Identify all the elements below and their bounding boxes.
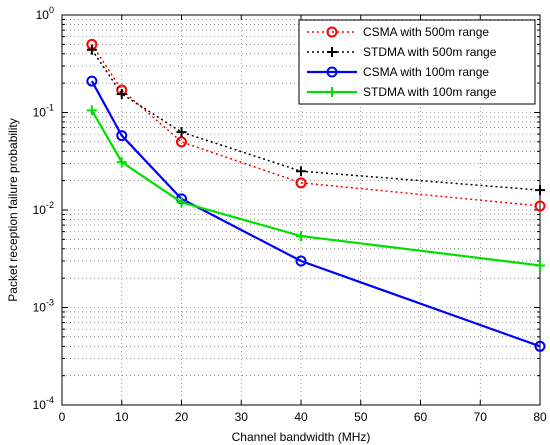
x-tick-label: 70 (474, 410, 488, 424)
y-tick-label-base: 10 (33, 398, 47, 412)
legend-box (298, 19, 536, 105)
y-tick-label-base: 10 (33, 301, 47, 315)
data-point (176, 127, 187, 138)
y-tick-label: 10-4 (33, 395, 54, 412)
data-point (116, 88, 127, 99)
y-tick-label: 10-3 (33, 298, 54, 315)
series-4 (86, 105, 545, 271)
y-tick-label-base: 10 (36, 8, 50, 22)
y-tick-label: 10-1 (33, 103, 54, 120)
legend: CSMA with 500m range STDMA with 500m rang… (298, 19, 536, 105)
legend-label: STDMA with 500m range (363, 45, 497, 59)
x-tick-label: 0 (59, 410, 66, 424)
legend-label: CSMA with 100m range (363, 65, 489, 79)
data-point (296, 166, 306, 177)
data-point (295, 255, 307, 267)
y-tick-label-exponent: -4 (46, 395, 54, 405)
y-tick-label-base: 10 (33, 106, 47, 120)
data-point (295, 177, 307, 189)
y-tick-label-exponent: -1 (46, 103, 54, 113)
y-tick-label-base: 10 (33, 203, 47, 217)
y-tick-label: 100 (36, 5, 54, 22)
data-point (534, 340, 546, 352)
legend-marker (327, 87, 337, 97)
x-tick-label: 50 (354, 410, 368, 424)
x-tick-label: 20 (175, 410, 189, 424)
data-point (86, 105, 97, 116)
data-point (176, 136, 187, 148)
x-tick-label: 80 (533, 410, 547, 424)
x-tick-label: 60 (414, 410, 428, 424)
data-point (535, 185, 545, 196)
data-point (116, 130, 128, 142)
legend-marker (326, 66, 338, 78)
series-line (91, 49, 541, 191)
y-tick-label-exponent: -2 (46, 200, 54, 210)
data-point (86, 75, 98, 87)
data-point (535, 260, 545, 271)
legend-marker (327, 47, 337, 57)
data-point (86, 44, 97, 55)
x-tick-label: 10 (115, 410, 129, 424)
x-tick-label: 30 (235, 410, 249, 424)
legend-marker (326, 26, 338, 38)
y-tick-label: 10-2 (33, 200, 54, 217)
data-point (116, 157, 127, 168)
data-point (296, 231, 306, 242)
x-tick-label: 40 (294, 410, 308, 424)
legend-label: CSMA with 500m range (363, 25, 489, 39)
series-line (91, 43, 541, 207)
data-point (534, 200, 546, 212)
y-axis-title: Packet reception failure probability (6, 118, 20, 301)
data-point (176, 197, 187, 208)
series-layer (86, 38, 546, 352)
x-axis-title: Channel bandwidth (MHz) (232, 430, 371, 444)
series-2 (86, 44, 545, 196)
y-tick-label-exponent: -3 (46, 298, 54, 308)
y-tick-label-exponent: 0 (49, 5, 54, 15)
series-line (90, 109, 541, 267)
legend-label: STDMA with 100m range (363, 85, 497, 99)
series-line (90, 80, 541, 348)
series-3 (86, 75, 546, 352)
